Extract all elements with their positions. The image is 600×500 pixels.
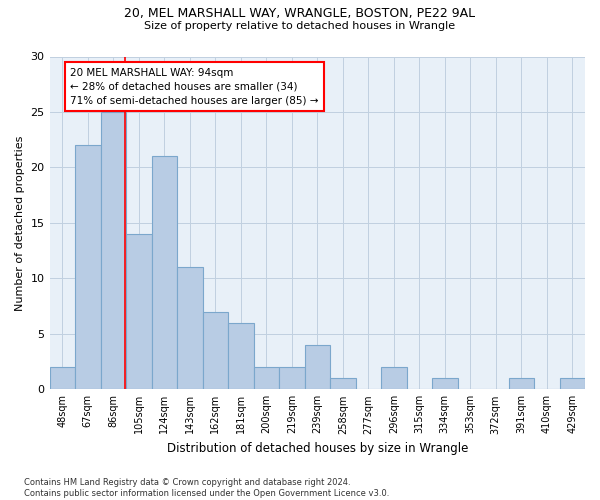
Bar [101,112,126,390]
Bar [203,312,228,390]
Bar [177,268,203,390]
Bar [305,345,330,390]
Bar [228,322,254,390]
Bar [330,378,356,390]
Bar [381,367,407,390]
Bar [152,156,177,390]
Bar [254,367,279,390]
Bar [279,367,305,390]
Text: Size of property relative to detached houses in Wrangle: Size of property relative to detached ho… [145,21,455,31]
Text: 20, MEL MARSHALL WAY, WRANGLE, BOSTON, PE22 9AL: 20, MEL MARSHALL WAY, WRANGLE, BOSTON, P… [124,8,476,20]
X-axis label: Distribution of detached houses by size in Wrangle: Distribution of detached houses by size … [167,442,468,455]
Text: Contains HM Land Registry data © Crown copyright and database right 2024.
Contai: Contains HM Land Registry data © Crown c… [24,478,389,498]
Bar [560,378,585,390]
Y-axis label: Number of detached properties: Number of detached properties [15,135,25,310]
Text: 20 MEL MARSHALL WAY: 94sqm
← 28% of detached houses are smaller (34)
71% of semi: 20 MEL MARSHALL WAY: 94sqm ← 28% of deta… [70,68,319,106]
Bar [509,378,534,390]
Bar [50,367,75,390]
Bar [75,145,101,390]
Bar [126,234,152,390]
Bar [432,378,458,390]
